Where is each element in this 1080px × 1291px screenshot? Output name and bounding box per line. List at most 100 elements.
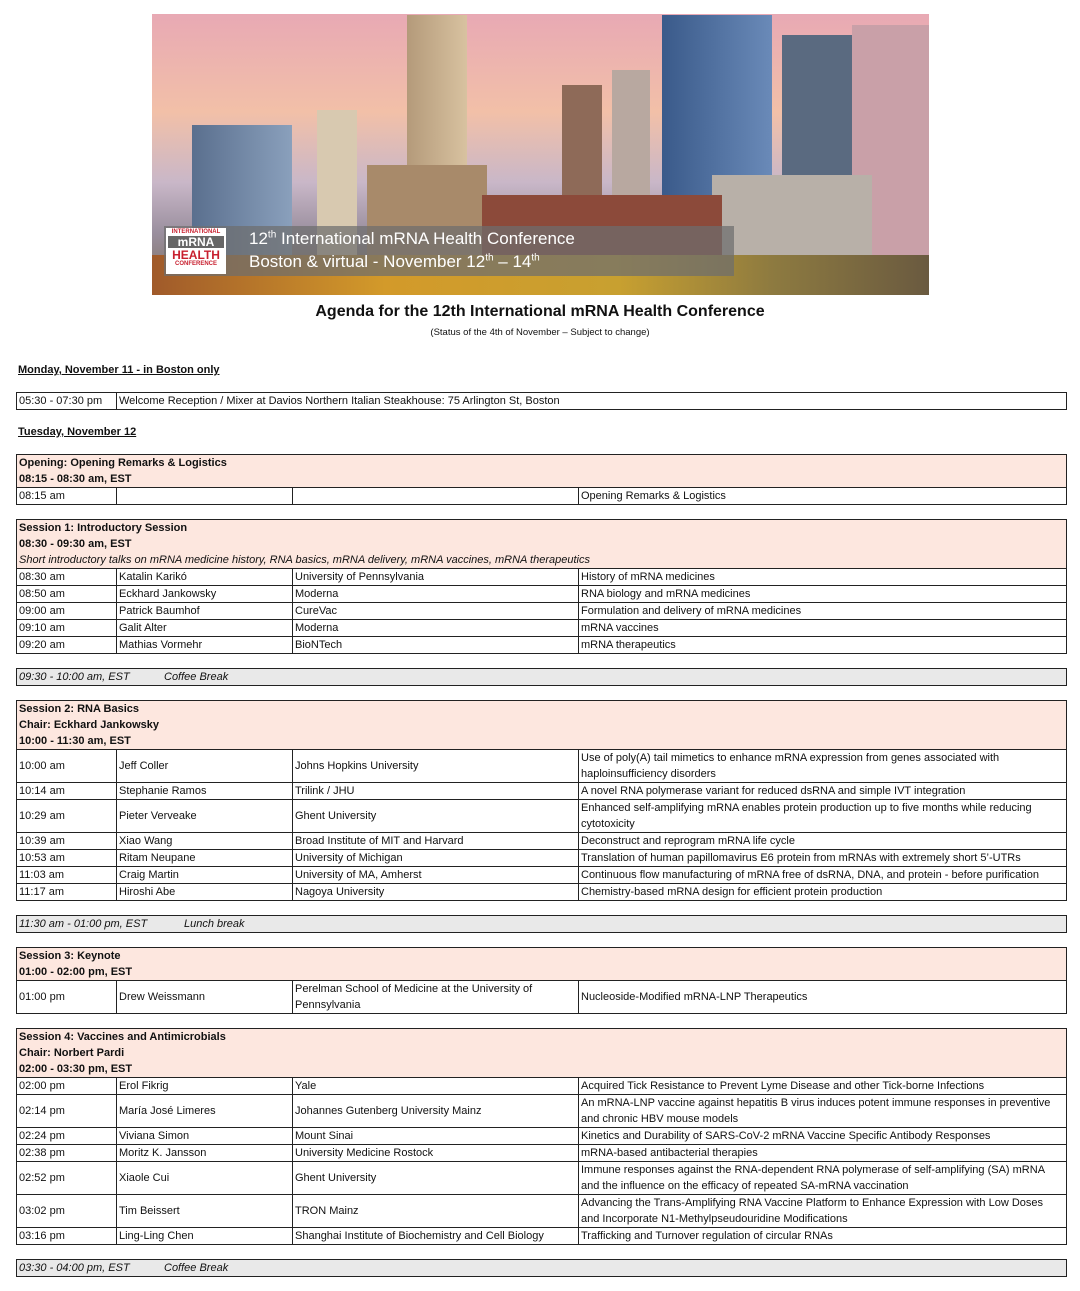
affiliation-cell: Nagoya University	[292, 883, 579, 901]
time-cell: 09:00 am	[16, 602, 117, 620]
talk-title-cell: Acquired Tick Resistance to Prevent Lyme…	[577, 1077, 1068, 1095]
session-table: Session 3: Keynote 01:00 - 02:00 pm, EST 0…	[15, 947, 1068, 1014]
event-cell: Welcome Reception / Mixer at Davios Nort…	[116, 392, 1067, 410]
table-row: 03:02 pm Tim Beissert TRON Mainz Advancing …	[16, 1194, 1068, 1228]
affiliation-cell: University of MA, Amherst	[292, 866, 579, 884]
break-row: 03:30 - 04:00 pm, EST Coffee Break	[15, 1259, 1068, 1277]
affiliation-cell: Perelman School of Medicine at the Unive…	[292, 980, 579, 1014]
time-cell: 11:03 am	[16, 866, 117, 884]
affiliation-cell: Moderna	[292, 585, 579, 603]
talk-title-cell: Continuous flow manufacturing of mRNA fr…	[577, 866, 1068, 884]
speaker-cell: Tim Beissert	[116, 1194, 293, 1228]
talk-title-cell: mRNA vaccines	[577, 619, 1068, 637]
talk-title-cell: mRNA therapeutics	[577, 636, 1068, 654]
session-header-line: Session 1: Introductory Session	[15, 519, 1068, 536]
break-row: 11:30 am - 01:00 pm, EST Lunch break	[15, 915, 1068, 933]
page-title: Agenda for the 12th International mRNA H…	[315, 303, 765, 320]
break-time: 11:30 am - 01:00 pm, EST	[19, 918, 148, 930]
time-cell: 09:10 am	[16, 619, 117, 637]
speaker-cell: Erol Fikrig	[116, 1077, 293, 1095]
talk-title-cell: Formulation and delivery of mRNA medicin…	[577, 602, 1068, 620]
time-cell: 02:00 pm	[16, 1077, 117, 1095]
session-header-row: 08:15 - 08:30 am, EST	[16, 471, 1067, 488]
time-cell: 02:52 pm	[16, 1161, 117, 1195]
speaker-cell: Viviana Simon	[116, 1127, 293, 1145]
speaker-cell: Ritam Neupane	[116, 849, 293, 867]
break-row: 11:30 am - 01:00 pm, EST Lunch break	[15, 915, 1068, 933]
talk-title-cell: Translation of human papillomavirus E6 p…	[577, 849, 1068, 867]
time-cell: 08:30 am	[16, 568, 117, 586]
day-heading: Monday, November 11 - in Boston only	[18, 364, 220, 376]
table-row: 05:30 - 07:30 pm Welcome Reception / Mixe…	[16, 392, 1067, 410]
day-heading: Tuesday, November 12	[18, 426, 137, 438]
talk-title-cell: Use of poly(A) tail mimetics to enhance …	[577, 749, 1068, 783]
speaker-cell: Drew Weissmann	[116, 980, 293, 1014]
talk-title-cell: Chemistry-based mRNA design for efficien…	[577, 883, 1068, 901]
affiliation-cell: Ghent University	[292, 1161, 579, 1195]
table-row: 10:39 am Xiao Wang Broad Institute of MIT …	[16, 832, 1068, 850]
table-row: 10:00 am Jeff Coller Johns Hopkins Univers…	[16, 749, 1068, 783]
time-cell: 10:14 am	[16, 782, 117, 800]
table-row: 03:16 pm Ling-Ling Chen Shanghai Institute…	[16, 1227, 1068, 1245]
table-row: 09:00 am Patrick Baumhof CureVac Formulatio…	[16, 602, 1068, 620]
session-header-line: Chair: Eckhard Jankowsky	[15, 717, 1068, 733]
agenda: Monday, November 11 - in Boston only 05:3…	[15, 362, 1068, 1291]
speaker-cell: Craig Martin	[116, 866, 293, 884]
session-table: Session 4: Vaccines and Antimicrobials Ch…	[15, 1028, 1068, 1245]
session-header-row: Session 4: Vaccines and Antimicrobials	[15, 1028, 1068, 1045]
affiliation-cell	[292, 487, 579, 505]
banner-subtitle: Boston & virtual - November 12th – 14th	[249, 252, 540, 271]
logo-line: HEALTH	[172, 248, 220, 262]
session-header-row: Chair: Norbert Pardi	[15, 1045, 1068, 1061]
speaker-cell: Moritz K. Jansson	[116, 1144, 293, 1162]
speaker-cell: Ling-Ling Chen	[116, 1227, 293, 1245]
session-header-line: Session 4: Vaccines and Antimicrobials	[15, 1028, 1068, 1045]
session-header-line: Session 2: RNA Basics	[15, 700, 1068, 717]
break-cell: 03:30 - 04:00 pm, EST Coffee Break	[15, 1259, 1068, 1277]
table-row: 10:29 am Pieter Verveake Ghent University E…	[16, 799, 1068, 833]
banner-caption-band	[164, 226, 734, 276]
table-row: 10:53 am Ritam Neupane University of Michi…	[16, 849, 1068, 867]
session-header-row: Short introductory talks on mRNA medicin…	[15, 552, 1068, 569]
session-header-row: Session 1: Introductory Session	[15, 519, 1068, 536]
break-row: 03:30 - 04:00 pm, EST Coffee Break	[15, 1259, 1068, 1277]
table-row: 09:10 am Galit Alter Moderna mRNA vaccines	[16, 619, 1068, 637]
talk-title-cell: Nucleoside-Modified mRNA-LNP Therapeutic…	[577, 980, 1068, 1014]
affiliation-cell: TRON Mainz	[292, 1194, 579, 1228]
affiliation-cell: Ghent University	[292, 799, 579, 833]
session-header-row: 10:00 - 11:30 am, EST	[15, 733, 1068, 750]
session-table: Session 1: Introductory Session 08:30 - 0…	[15, 519, 1068, 654]
speaker-cell: Mathias Vormehr	[116, 636, 293, 654]
table-row: 02:00 pm Erol Fikrig Yale Acquired Tick Res…	[16, 1077, 1068, 1095]
speaker-cell	[116, 487, 293, 505]
affiliation-cell: Moderna	[292, 619, 579, 637]
time-cell: 03:02 pm	[16, 1194, 117, 1228]
affiliation-cell: BioNTech	[292, 636, 579, 654]
talk-title-cell: Advancing the Trans-Amplifying RNA Vacci…	[577, 1194, 1068, 1228]
affiliation-cell: University Medicine Rostock	[292, 1144, 579, 1162]
affiliation-cell: Mount Sinai	[292, 1127, 579, 1145]
affiliation-cell: University of Michigan	[292, 849, 579, 867]
time-cell: 10:00 am	[16, 749, 117, 783]
table-row: 08:15 am Opening Remarks & Logistics	[16, 487, 1067, 505]
time-cell: 11:17 am	[16, 883, 117, 901]
talk-title-cell: A novel RNA polymerase variant for reduc…	[577, 782, 1068, 800]
conference-logo: INTERNATIONAL mRNA HEALTH CONFERENCE	[166, 228, 226, 274]
table-row: 11:17 am Hiroshi Abe Nagoya University Chem…	[16, 883, 1068, 901]
talk-title-cell: Kinetics and Durability of SARS-CoV-2 mR…	[577, 1127, 1068, 1145]
speaker-cell: Galit Alter	[116, 619, 293, 637]
table-row: 02:14 pm María José Limeres Johannes Guten…	[16, 1094, 1068, 1128]
talk-title-cell: An mRNA-LNP vaccine against hepatitis B …	[577, 1094, 1068, 1128]
affiliation-cell: Shanghai Institute of Biochemistry and C…	[292, 1227, 579, 1245]
break-cell: 11:30 am - 01:00 pm, EST Lunch break	[15, 915, 1068, 933]
time-cell: 02:24 pm	[16, 1127, 117, 1145]
session-header-line: 10:00 - 11:30 am, EST	[15, 733, 1068, 750]
session-header-line: Chair: Norbert Pardi	[15, 1045, 1068, 1061]
talk-title-cell: History of mRNA medicines	[577, 568, 1068, 586]
time-cell: 10:39 am	[16, 832, 117, 850]
session-header-line: 02:00 - 03:30 pm, EST	[15, 1061, 1068, 1078]
logo-line: INTERNATIONAL	[171, 229, 221, 235]
logo-line: CONFERENCE	[174, 261, 217, 267]
break-row: 09:30 - 10:00 am, EST Coffee Break	[15, 668, 1068, 686]
session-header-line: 08:30 - 09:30 am, EST	[15, 536, 1068, 552]
